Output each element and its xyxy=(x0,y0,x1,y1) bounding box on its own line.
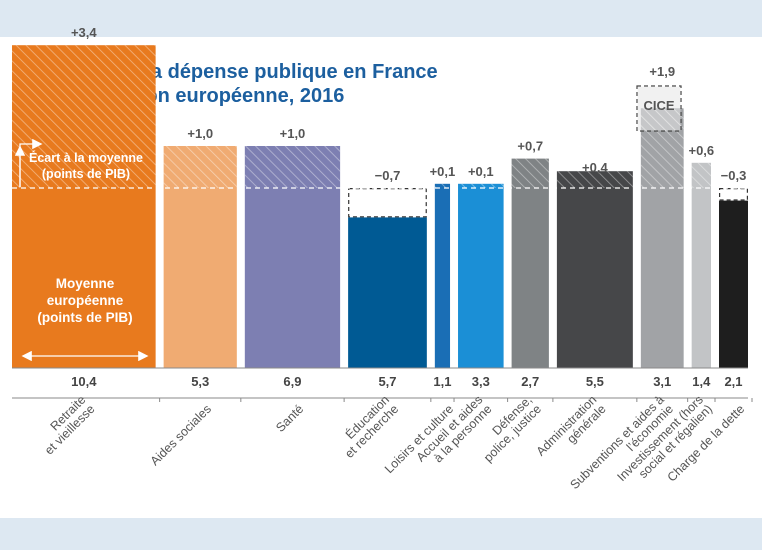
moyenne-value-label: 5,5 xyxy=(586,374,604,389)
bar-average xyxy=(691,188,711,368)
moyenne-value-label: 2,7 xyxy=(521,374,539,389)
category-label-line: Aides sociales xyxy=(148,402,214,468)
moyenne-label-line-2: européenne xyxy=(47,293,124,308)
bar-average xyxy=(12,188,156,368)
moyenne-legend: Moyenne européenne (points de PIB) xyxy=(21,276,149,362)
ecart-legend: Écart à la moyenne (points de PIB) xyxy=(14,138,143,187)
bar-average xyxy=(458,188,504,368)
ecart-value-label: −0,3 xyxy=(721,168,747,183)
bar-average xyxy=(434,188,451,368)
moyenne-value-label: 1,4 xyxy=(692,374,711,389)
bar-average xyxy=(640,188,684,368)
moyenne-value-label: 1,1 xyxy=(433,374,451,389)
cice-label: CICE xyxy=(643,98,674,113)
category-label: Santé xyxy=(273,402,306,435)
moyenne-label-line-3: (points de PIB) xyxy=(37,310,132,325)
moyenne-label-line-1: Moyenne xyxy=(56,276,115,291)
moyenne-value-label: 2,1 xyxy=(724,374,742,389)
cice-box-fill xyxy=(637,86,681,131)
ecart-value-label: +0,1 xyxy=(430,164,456,179)
ecart-value-label: +3,4 xyxy=(71,25,97,40)
bar-ecart-hatch xyxy=(691,162,711,188)
moyenne-value-label: 6,9 xyxy=(283,374,301,389)
bar-ecart-hatch xyxy=(244,146,341,188)
ecart-value-label: −0,7 xyxy=(375,168,401,183)
ecart-value-label: +0,1 xyxy=(468,164,494,179)
category-label: Aides sociales xyxy=(148,402,214,468)
bar-average xyxy=(718,200,748,368)
ecart-value-label: +1,0 xyxy=(280,126,306,141)
category-label-line: Santé xyxy=(273,402,306,435)
moyenne-value-label: 3,3 xyxy=(472,374,490,389)
ecart-value-label: +1,9 xyxy=(649,64,675,79)
bar-ecart-hatch xyxy=(12,45,156,189)
ecart-value-label: +1,0 xyxy=(187,126,213,141)
moyenne-value-label: 5,7 xyxy=(378,374,396,389)
bar-average xyxy=(348,217,427,368)
bar-ecart-hatch xyxy=(434,183,451,188)
ecart-label-line-2: (points de PIB) xyxy=(42,167,130,181)
bar-average xyxy=(511,188,549,368)
ecart-value-label: +0,7 xyxy=(517,139,543,154)
bar-ecart-negative xyxy=(718,188,749,201)
ecart-value-label: +0,6 xyxy=(688,143,714,158)
bar-ecart-negative xyxy=(348,188,427,218)
bar-average xyxy=(163,188,237,368)
bar-ecart-hatch xyxy=(458,183,504,188)
bar-ecart-hatch xyxy=(511,158,549,188)
moyenne-value-label: 5,3 xyxy=(191,374,209,389)
bar-ecart-hatch xyxy=(163,146,237,188)
moyenne-value-label: 3,1 xyxy=(653,374,671,389)
bar-average xyxy=(244,188,341,368)
cice-annotation: CICE xyxy=(636,85,682,132)
bar-average xyxy=(556,188,633,368)
ecart-label-line-1: Écart à la moyenne xyxy=(29,150,143,165)
bar-ecart-hatch xyxy=(556,171,633,188)
ecart-value-label: +0,4 xyxy=(582,160,608,175)
moyenne-value-label: 10,4 xyxy=(71,374,97,389)
